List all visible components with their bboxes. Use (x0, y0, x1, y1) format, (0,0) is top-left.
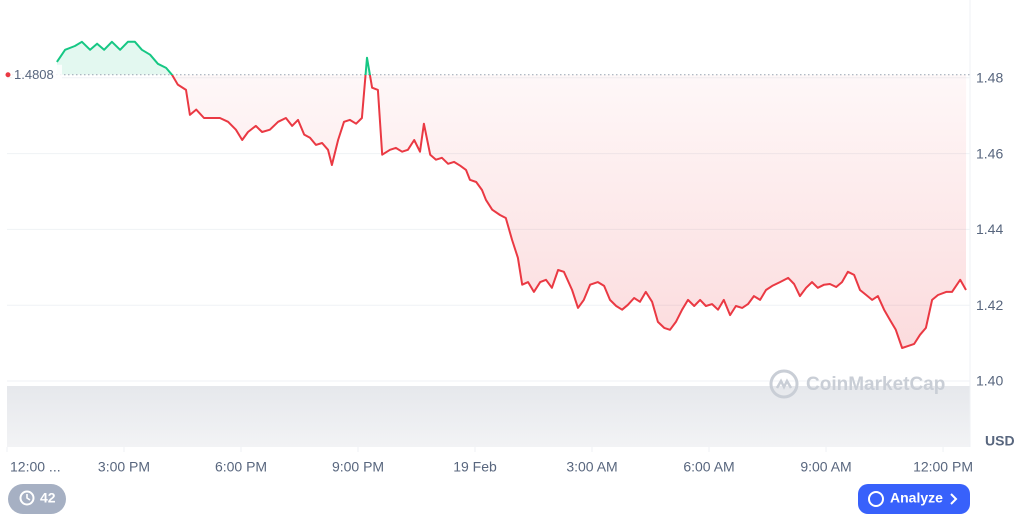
x-tick-label: 12:00 ... (10, 459, 61, 475)
x-tick-label: 3:00 PM (98, 459, 150, 475)
y-axis-label: USD (985, 433, 1015, 449)
area-up (56, 41, 370, 75)
y-tick-label: 1.46 (976, 145, 1003, 161)
x-tick-label: 9:00 AM (800, 459, 851, 475)
watermark: CoinMarketCap (769, 369, 945, 399)
analyze-label[interactable]: Analyze (890, 490, 943, 506)
y-tick-label: 1.44 (976, 221, 1003, 237)
x-tick-label: 9:00 PM (332, 459, 384, 475)
x-tick-label: 3:00 AM (566, 459, 617, 475)
y-tick-label: 1.48 (976, 70, 1003, 86)
baseline-label: 1.4808 (14, 67, 54, 82)
price-line (56, 40, 967, 349)
area-down (56, 74, 967, 348)
y-tick-label: 1.42 (976, 297, 1003, 313)
history-count[interactable]: 42 (40, 490, 56, 506)
x-tick-label: 12:00 PM (913, 459, 973, 475)
watermark-text: CoinMarketCap (806, 374, 945, 395)
analyze-button[interactable]: Analyze (858, 484, 970, 514)
x-tick-label: 6:00 AM (683, 459, 734, 475)
baseline-dot (5, 72, 11, 78)
x-tick-label: 19 Feb (453, 459, 497, 475)
volume-band (7, 386, 970, 447)
x-tick-label: 6:00 PM (215, 459, 267, 475)
history-pill[interactable]: 42 (8, 484, 66, 514)
y-tick-label: 1.40 (976, 373, 1003, 389)
baseline-label-bg (12, 64, 62, 85)
